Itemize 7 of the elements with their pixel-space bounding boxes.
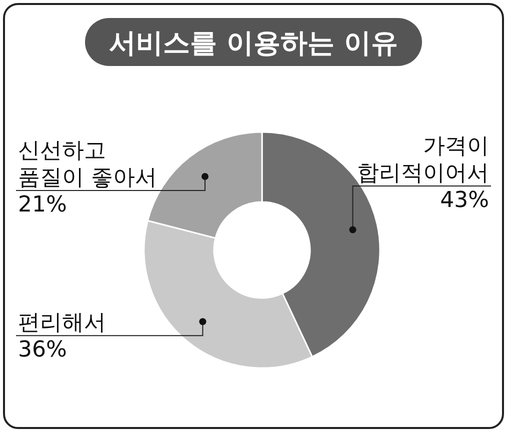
data-label: 43% <box>440 188 489 213</box>
slice-label: 신선하고 품질이 좋아서 <box>18 138 157 191</box>
slice-label: 편리해서 <box>18 310 106 336</box>
data-label: 36% <box>18 338 67 363</box>
chart-title: 서비스를 이용하는 이유 <box>109 28 398 59</box>
slice-label: 가격이 합리적이어서 <box>357 134 489 186</box>
data-label: 21% <box>18 192 67 218</box>
